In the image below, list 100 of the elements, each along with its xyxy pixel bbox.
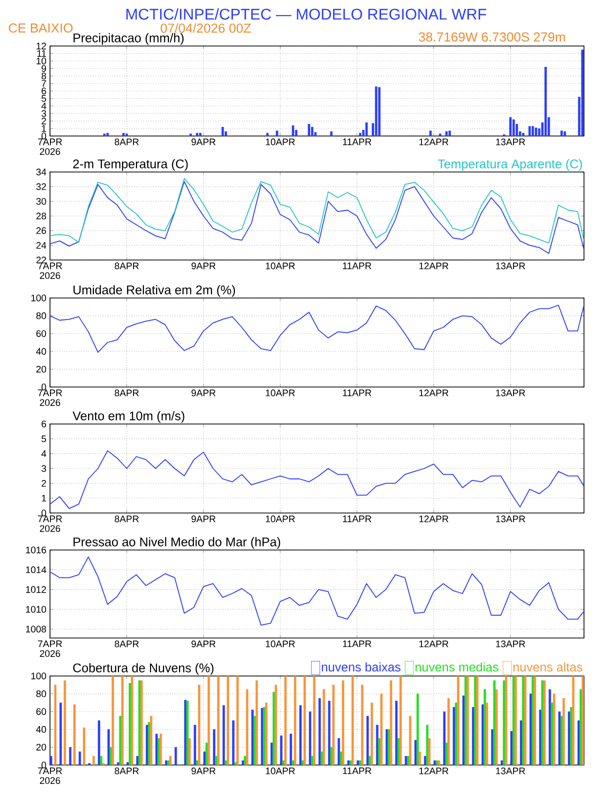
y-tick-label: 60 xyxy=(36,330,46,337)
y-tick-label: 3 xyxy=(42,110,46,117)
y-tick-label: 0 xyxy=(42,510,46,516)
x-tick-label: 8APR xyxy=(114,516,139,522)
x-tick-label: 8APR xyxy=(114,640,139,648)
text: MCTIC/INPE/CPTEC — MODELO REGIONAL WRF xyxy=(126,8,486,20)
y-tick-label: 0 xyxy=(42,384,46,390)
legend-label: nuvens baixas xyxy=(322,662,400,672)
x-tick-label: 7APR xyxy=(38,390,62,396)
x-tick-label: 13APR xyxy=(496,768,526,774)
y-tick-label: 34 xyxy=(36,168,46,176)
y-tick-label: 40 xyxy=(36,726,46,733)
legend-label: nuvens altas xyxy=(513,662,582,672)
x-tick-label: 9APR xyxy=(192,138,216,146)
y-tick-label: 0 xyxy=(42,762,46,768)
y-tick-label: 8 xyxy=(42,72,46,80)
y-tick-label: 12 xyxy=(36,42,46,50)
x-tick-label: 10APR xyxy=(266,262,295,270)
x-tick-label: 12APR xyxy=(419,516,448,522)
legend-label: nuvens medias xyxy=(416,662,498,672)
x-tick-label: 7APR xyxy=(38,640,62,648)
x-tick-label: 9APR xyxy=(192,262,216,270)
text: 2026 xyxy=(40,399,60,406)
chart-title: Vento em 10m (m/s) xyxy=(72,411,184,423)
text: 2026 xyxy=(40,148,60,155)
text: 38.7169W 6.7300S 279m xyxy=(418,32,565,42)
y-tick-label: 40 xyxy=(36,348,46,355)
x-tick-label: 12APR xyxy=(419,640,448,648)
y-tick-label: 1016 xyxy=(26,546,46,554)
y-tick-label: 1008 xyxy=(26,626,46,632)
text: 2026 xyxy=(40,525,60,532)
y-tick-label: 1014 xyxy=(26,566,46,574)
y-tick-label: 2 xyxy=(42,480,46,487)
y-tick-label: 26 xyxy=(36,227,46,234)
x-tick-label: 10APR xyxy=(266,138,295,146)
x-tick-label: 12APR xyxy=(419,138,448,146)
y-tick-label: 20 xyxy=(36,744,46,751)
chart-title: Precipitacao (mm/h) xyxy=(74,33,184,45)
x-tick-label: 9APR xyxy=(192,640,216,648)
x-tick-label: 11APR xyxy=(342,262,372,270)
y-tick-label: 1012 xyxy=(26,586,46,593)
x-tick-label: 9APR xyxy=(192,516,216,522)
x-tick-label: 7APR xyxy=(38,138,62,146)
x-tick-label: 11APR xyxy=(342,640,372,648)
y-tick-label: 6 xyxy=(42,88,46,94)
y-tick-label: 1 xyxy=(42,494,46,502)
x-tick-label: 8APR xyxy=(114,262,139,270)
y-tick-label: 0 xyxy=(42,132,46,140)
text: 2026 xyxy=(40,777,60,784)
x-tick-label: 8APR xyxy=(114,768,139,774)
x-tick-label: 13APR xyxy=(496,138,526,146)
y-tick-label: 30 xyxy=(36,198,46,205)
chart-title: 2-m Temperatura (C) xyxy=(73,159,188,171)
y-tick-label: 20 xyxy=(36,366,46,373)
y-tick-label: 24 xyxy=(36,242,46,249)
y-tick-label: 1010 xyxy=(26,606,46,613)
x-tick-label: 10APR xyxy=(266,640,295,648)
x-tick-label: 8APR xyxy=(114,138,139,146)
y-tick-label: 80 xyxy=(36,690,46,698)
x-tick-label: 7APR xyxy=(38,516,62,522)
x-tick-label: 12APR xyxy=(419,768,448,774)
y-tick-label: 3 xyxy=(42,465,46,472)
text: CE BAIXIO xyxy=(8,23,73,33)
x-tick-label: 10APR xyxy=(266,516,295,522)
series-label: Temperatura Aparente (C) xyxy=(438,159,582,171)
x-tick-label: 13APR xyxy=(496,516,526,522)
y-tick-label: 10 xyxy=(36,58,46,64)
x-tick-label: 7APR xyxy=(38,262,62,270)
chart-title: Pressao ao Nivel Medio do Mar (hPa) xyxy=(74,537,280,549)
y-tick-label: 11 xyxy=(37,50,46,57)
text: 07/04/2026 00Z xyxy=(160,23,251,33)
x-tick-label: 13APR xyxy=(496,640,526,648)
x-tick-label: 8APR xyxy=(114,390,139,396)
x-tick-label: 13APR xyxy=(496,390,526,396)
text: 2026 xyxy=(40,650,60,657)
chart-title: Umidade Relativa em 2m (%) xyxy=(74,285,235,297)
y-tick-label: 4 xyxy=(41,450,46,457)
y-tick-label: 28 xyxy=(36,212,46,220)
x-tick-label: 12APR xyxy=(419,390,448,396)
x-tick-label: 9APR xyxy=(192,768,216,774)
x-tick-label: 11APR xyxy=(342,768,372,774)
y-tick-label: 5 xyxy=(42,95,46,102)
x-tick-label: 13APR xyxy=(496,262,526,270)
y-tick-label: 9 xyxy=(42,65,46,72)
x-tick-label: 10APR xyxy=(266,390,295,396)
x-tick-label: 11APR xyxy=(342,516,372,522)
y-tick-label: 7 xyxy=(42,80,46,87)
y-tick-label: 80 xyxy=(36,312,46,320)
y-tick-label: 6 xyxy=(42,420,46,428)
y-tick-label: 32 xyxy=(36,183,46,190)
y-tick-label: 2 xyxy=(42,118,46,124)
x-tick-label: 11APR xyxy=(342,390,372,396)
text: 2026 xyxy=(40,272,60,279)
x-tick-label: 11APR xyxy=(342,138,372,146)
x-tick-label: 10APR xyxy=(266,768,295,774)
y-tick-label: 1 xyxy=(42,125,46,132)
x-tick-label: 7APR xyxy=(38,768,62,774)
y-tick-label: 5 xyxy=(42,436,46,442)
y-tick-label: 100 xyxy=(31,672,46,680)
y-tick-label: 100 xyxy=(31,294,46,302)
